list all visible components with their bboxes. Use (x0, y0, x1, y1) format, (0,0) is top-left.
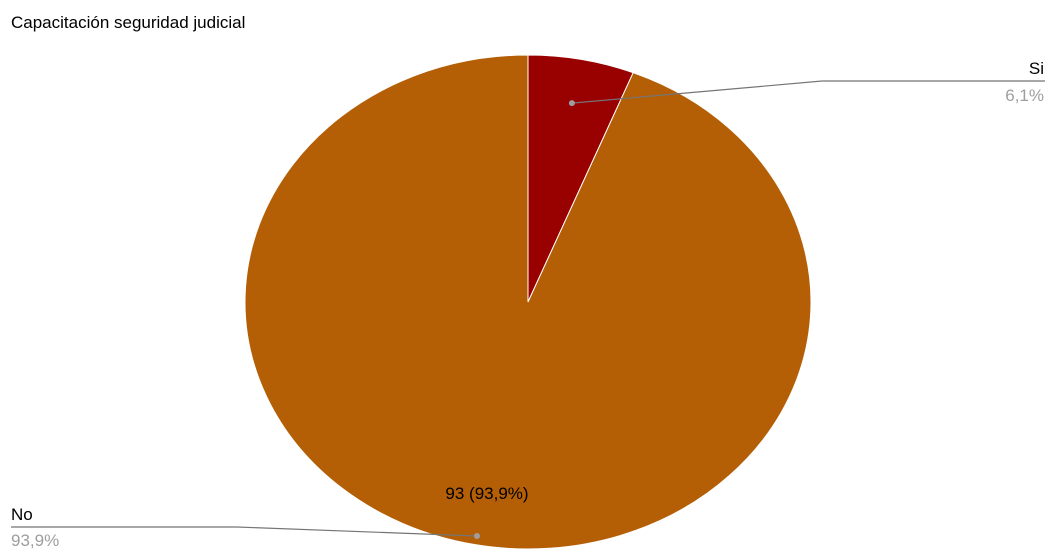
slice-percent-label-no: 93,9% (11, 531, 59, 549)
pie-slice-no[interactable] (244, 54, 812, 549)
chart-title: Capacitación seguridad judicial (11, 13, 246, 32)
leader-dot-no (474, 533, 480, 539)
leader-lines (11, 80, 1045, 539)
pie-slices (244, 54, 812, 549)
leader-dot-si (568, 100, 575, 107)
slice-name-label-si: Si (1029, 59, 1044, 78)
leader-line-si (571, 80, 1045, 104)
slice-data-label-no: 93 (93,9%) (445, 484, 528, 503)
slice-percent-label-si: 6,1% (1005, 86, 1044, 105)
slice-labels: Si 6,1% No 93,9% 93 (93,9%) (11, 59, 1044, 549)
leader-line-no (11, 526, 478, 537)
slice-name-label-no: No (11, 505, 33, 524)
